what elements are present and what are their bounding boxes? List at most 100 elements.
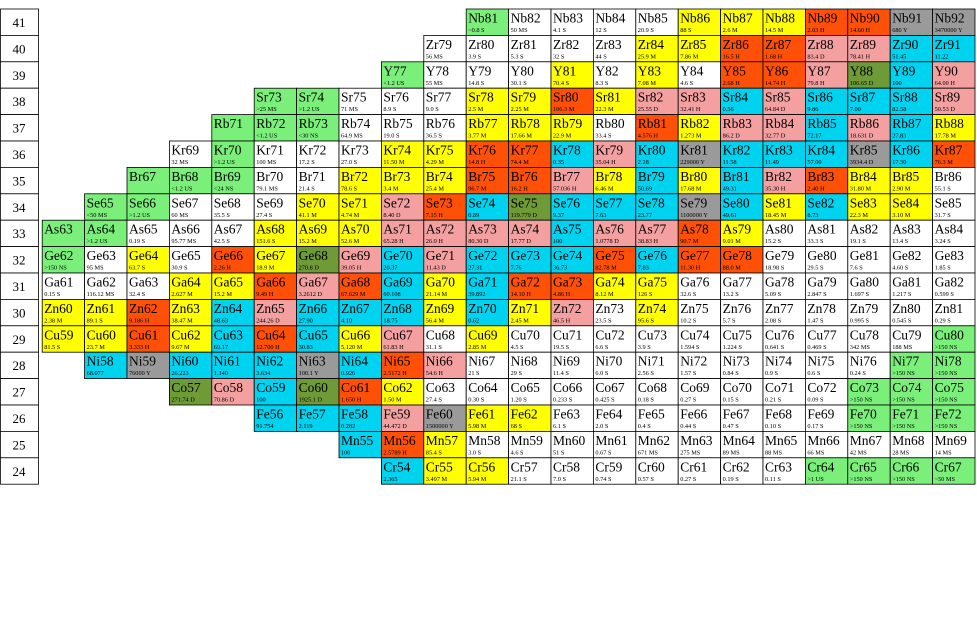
nuclide-cell-box	[593, 298, 637, 327]
nuclide-cell-box	[338, 404, 382, 432]
nuclide-name: As75	[553, 222, 582, 237]
nuclide-name: Kr86	[892, 143, 920, 158]
half-life-label: 32.77 D	[765, 133, 786, 140]
nuclide-name: Co61	[341, 380, 370, 395]
nuclide-cell-box	[211, 351, 255, 380]
nuclide-cell-box	[762, 61, 806, 89]
nuclide-name: Cr64	[807, 459, 834, 474]
nuclide-cell: Ge83 1.85 S	[932, 246, 976, 274]
half-life-label: ~0.8 S	[468, 27, 485, 34]
half-life-label: 0.62	[468, 317, 479, 324]
half-life-label: 0.09 S	[807, 397, 824, 404]
nuclide-cell-box	[720, 193, 764, 221]
nuclide-cell: Cr57 21.1 S	[508, 457, 552, 485]
nuclide-name: Sr79	[511, 90, 537, 105]
half-life-label: <1.2 US	[171, 185, 193, 192]
z-label: 27	[0, 378, 39, 406]
nuclide-cell: Rb76 36.5 S	[423, 114, 467, 142]
nuclide-name: Rb87	[892, 116, 922, 131]
z-label: 31	[0, 272, 39, 300]
half-life-label: 27.31	[468, 265, 482, 272]
nuclide-name: Kr75	[426, 143, 454, 158]
nuclide-cell-box	[380, 325, 425, 353]
nuclide-cell: Cr64 >1 US	[805, 457, 849, 485]
nuclide-cell-box	[593, 246, 637, 274]
nuclide-name: Y78	[426, 63, 449, 78]
nuclide-cell-box	[338, 219, 382, 247]
z-label-text: 26	[13, 411, 27, 426]
half-life-label: 12.700 H	[256, 344, 280, 351]
nuclide-cell-box	[889, 404, 934, 432]
nuclide-name: Ga66	[256, 275, 285, 290]
half-life-label: >150 NS	[892, 397, 915, 404]
half-life-label: 0.926	[341, 370, 355, 377]
nuclide-name: Fe56	[256, 407, 283, 422]
nuclide-name: Nb91	[892, 11, 922, 26]
nuclide-cell: Ge72 27.31	[465, 246, 510, 274]
half-life-label: 38.83 H	[638, 238, 659, 245]
nuclide-cell-box	[253, 272, 297, 300]
half-life-label: 18.9 M	[256, 265, 275, 272]
half-life-label: 4.5 S	[511, 344, 524, 351]
half-life-label: 57.00	[807, 159, 821, 166]
nuclide-name: Rb82	[680, 116, 709, 131]
nuclide-cell: Se72 8.40 D	[380, 193, 425, 221]
nuclide-name: Zr79	[426, 37, 452, 52]
half-life-label: 9.186 H	[129, 317, 150, 324]
nuclide-name: Ge72	[468, 248, 497, 263]
z-label-box	[0, 430, 39, 459]
half-life-label: 2.68 H	[723, 80, 741, 87]
nuclide-name: Ni70	[595, 354, 622, 369]
half-life-label: 2.6 M	[723, 27, 738, 34]
nuclide-cell: Rb86 18.631 D	[847, 114, 891, 142]
nuclide-name: As76	[595, 222, 624, 237]
half-life-label: 0.56	[723, 106, 734, 113]
nuclide-cell-box	[847, 61, 891, 89]
nuclide-cell: Se81 18.45 M	[762, 193, 806, 221]
half-life-label: 89.1 S	[87, 317, 104, 324]
nuclide-cell: Y78 55 MS	[423, 61, 467, 89]
nuclide-name: Cu63	[214, 327, 244, 342]
nuclide-cell: Ge68 270.8 D	[296, 246, 340, 274]
half-life-label: 70.4 S	[553, 80, 570, 87]
nuclide-name: Br82	[765, 169, 792, 184]
nuclide-name: Zn60	[44, 301, 73, 316]
half-life-label: 0.74 S	[595, 476, 612, 483]
nuclide-cell-box	[635, 114, 679, 142]
nuclide-name: Mn64	[723, 433, 756, 448]
half-life-label: 21.1 S	[511, 476, 528, 483]
half-life-label: 20.37	[383, 265, 397, 272]
half-life-label: 27.4 S	[256, 212, 273, 219]
nuclide-name: Zn61	[87, 301, 116, 316]
nuclide-name: Se70	[299, 195, 326, 210]
half-life-label: 0.469 S	[807, 344, 827, 351]
nuclide-name: Sr88	[892, 90, 918, 105]
nuclide-name: Se80	[723, 195, 750, 210]
nuclide-cell-box	[762, 272, 806, 300]
nuclide-name: Rb78	[511, 116, 541, 131]
nuclide-cell-box	[465, 140, 510, 168]
nuclide-cell: Cu70 4.5 S	[508, 325, 552, 353]
nuclide-cell-box	[465, 61, 510, 89]
nuclide-name: Cu59	[44, 327, 74, 342]
nuclide-cell-box	[889, 8, 934, 36]
